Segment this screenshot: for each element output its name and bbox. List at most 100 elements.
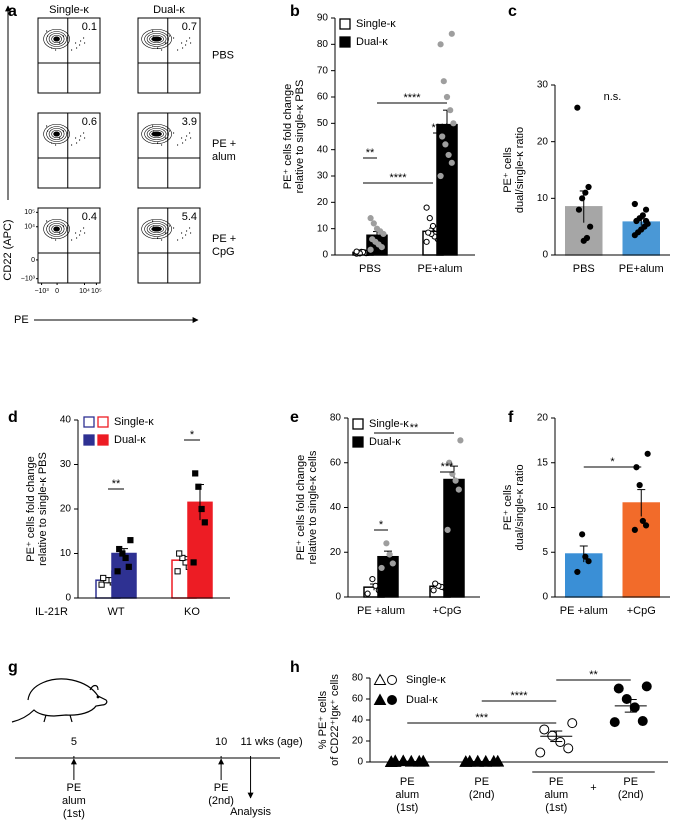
data-point <box>587 223 594 230</box>
event-dot <box>79 234 81 236</box>
data-point <box>367 215 374 222</box>
contour <box>48 33 65 45</box>
row-label: PE + <box>212 233 236 245</box>
data-point <box>621 694 632 704</box>
event-dot <box>152 125 154 127</box>
event-dot <box>80 40 82 42</box>
x-tick-label: (1st) <box>396 802 418 814</box>
event-dot <box>189 37 191 39</box>
y-tick-label: 40 <box>60 415 72 426</box>
y-axis-label: relative to single-κ PBS <box>294 80 306 194</box>
y-axis-label: PE⁺ cells fold change <box>295 455 307 560</box>
event-dot <box>182 142 184 144</box>
event-dot <box>75 137 77 139</box>
event-dot <box>55 49 57 51</box>
data-point <box>574 568 581 576</box>
x-tick-label: 10⁴ <box>79 288 90 295</box>
significance: n.s. <box>604 91 622 103</box>
y-tick-label: 30 <box>60 459 72 470</box>
legend-swatch <box>339 36 351 48</box>
significance: * <box>190 429 195 441</box>
event-dot <box>71 144 73 146</box>
event-dot <box>169 130 171 132</box>
data-point <box>547 730 558 741</box>
contour <box>46 221 67 237</box>
data-point <box>539 724 550 735</box>
legend-label: Single-κ <box>369 418 409 430</box>
contour <box>141 123 172 145</box>
event-dot <box>189 132 191 134</box>
data-point <box>444 526 451 533</box>
contour <box>141 28 172 50</box>
legend-swatch <box>83 416 95 428</box>
y-tick-label: 50 <box>317 118 329 129</box>
event-dot <box>157 237 159 239</box>
x-axis-label: PE <box>14 314 29 326</box>
event-dot <box>161 49 163 51</box>
data-point <box>437 172 444 180</box>
data-point <box>631 526 638 533</box>
event-dot <box>182 237 184 239</box>
event-dot <box>79 139 81 141</box>
event-dot <box>161 239 163 241</box>
y-tick-label: 40 <box>330 502 342 513</box>
contour <box>53 131 60 137</box>
data-point <box>179 554 186 562</box>
data-point <box>637 716 648 727</box>
contour <box>151 226 162 232</box>
panel-label: c <box>508 3 517 20</box>
data-point <box>423 238 430 245</box>
significance: ** <box>366 147 375 159</box>
data-point <box>378 564 385 572</box>
data-point <box>386 551 393 558</box>
contour <box>46 31 67 47</box>
event-label: PE <box>214 782 229 794</box>
legend-marker <box>373 673 387 685</box>
data-point <box>429 222 437 230</box>
y-axis-label: of CD22⁺Igκ⁺ cells <box>329 674 341 766</box>
contour <box>151 131 162 137</box>
row-label: CpG <box>212 246 235 258</box>
data-point <box>471 754 485 767</box>
event-dot <box>79 44 81 46</box>
event-label: PE <box>67 782 82 794</box>
data-point <box>423 204 430 211</box>
y-tick-label: 30 <box>317 171 329 182</box>
legend-swatch <box>352 418 364 430</box>
contour <box>149 129 164 139</box>
data-point <box>114 568 121 575</box>
contour <box>144 31 169 47</box>
data-point <box>447 107 454 114</box>
event-dot <box>190 42 192 44</box>
data-point <box>116 545 123 553</box>
y-tick-label: 40 <box>317 144 329 155</box>
event-dot <box>189 227 191 229</box>
data-point <box>455 486 462 493</box>
x-tick-label: PE +alum <box>357 605 405 617</box>
significance: *** <box>475 712 489 724</box>
y-tick-label: 10 <box>537 193 549 204</box>
data-point <box>127 537 134 544</box>
contour <box>144 221 169 237</box>
event-dot <box>186 40 188 42</box>
significance: **** <box>431 122 449 134</box>
y-tick-label: 10 <box>537 502 549 513</box>
data-point <box>631 200 638 208</box>
data-point <box>636 482 643 489</box>
y-tick-label: 60 <box>317 92 329 103</box>
contour <box>43 123 70 145</box>
y-tick-label: 10 <box>60 548 72 559</box>
legend-label: Single-κ <box>406 674 446 686</box>
event-dot <box>83 132 85 134</box>
gate-percentage: 0.4 <box>82 211 97 223</box>
legend-swatch <box>352 436 364 448</box>
data-point <box>430 587 437 594</box>
contour <box>141 218 172 240</box>
data-point <box>426 215 433 222</box>
event-dot <box>169 35 171 37</box>
y-axis-label: PE⁺ cells <box>502 147 514 193</box>
data-point <box>439 133 446 140</box>
data-point <box>195 483 202 490</box>
contour <box>43 28 70 50</box>
